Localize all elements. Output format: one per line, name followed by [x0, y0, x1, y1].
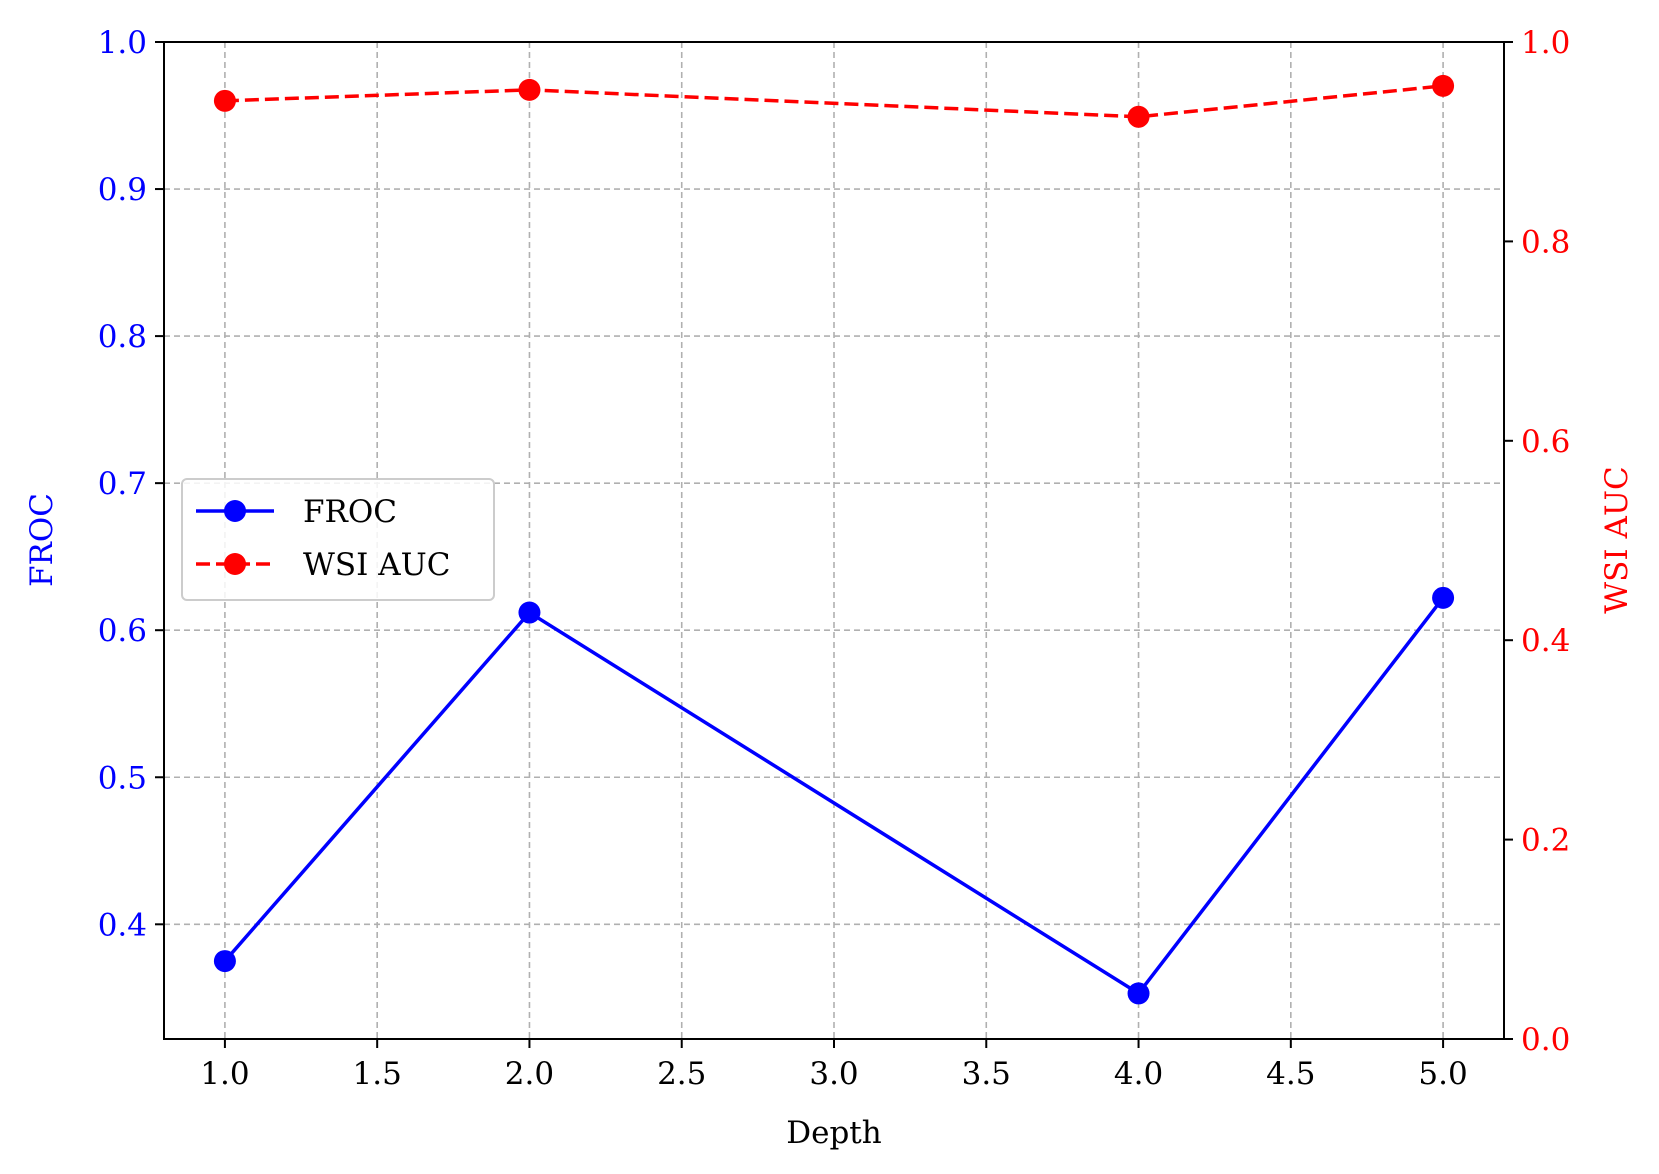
- data-point-froc: [518, 601, 541, 624]
- y-right-tick-label: 0.0: [1521, 1022, 1570, 1058]
- y-right-tick-label: 1.0: [1521, 25, 1570, 61]
- series-line-wsi-auc: [224, 84, 1444, 119]
- y-left-tick-label: 0.6: [98, 613, 147, 649]
- y-left-tick-label: 0.4: [98, 907, 147, 943]
- y-right-tick-label: 0.8: [1521, 224, 1570, 260]
- legend-froc-marker: [224, 500, 246, 522]
- x-tick-label: 1.5: [353, 1056, 402, 1092]
- y-left-tick-label: 0.7: [98, 466, 147, 502]
- x-axis-label: Depth: [786, 1115, 882, 1151]
- x-tick-label: 4.5: [1266, 1056, 1315, 1092]
- legend-wsi-auc-marker: [224, 553, 246, 575]
- x-tick-label: 3.5: [962, 1056, 1011, 1092]
- y-axis-left-label: FROC: [24, 493, 60, 587]
- data-point-wsi-auc: [1127, 105, 1150, 128]
- y-right-tick-label: 0.6: [1521, 424, 1570, 460]
- series-line-froc: [223, 596, 1445, 996]
- y-right-tick-label: 0.4: [1521, 623, 1570, 659]
- data-point-wsi-auc: [213, 89, 236, 112]
- y-axis-right-label: WSI AUC: [1599, 466, 1635, 613]
- series-layer: [213, 74, 1455, 1005]
- x-axis: 1.0 1.5 2.0 2.5 3.0 3.5 4.0 4.5 5.0: [200, 1039, 1468, 1092]
- data-point-froc: [213, 950, 236, 973]
- x-tick-label: 4.0: [1114, 1056, 1163, 1092]
- y-axis-left: 0.4 0.5 0.6 0.7 0.8 0.9 1.0: [98, 25, 164, 943]
- y-axis-right: 0.0 0.2 0.4 0.6 0.8 1.0: [1504, 25, 1570, 1058]
- x-tick-label: 5.0: [1418, 1056, 1467, 1092]
- x-tick-label: 2.5: [657, 1056, 706, 1092]
- x-tick-label: 1.0: [200, 1056, 249, 1092]
- y-left-tick-label: 0.9: [98, 172, 147, 208]
- legend-wsi-auc-label: WSI AUC: [303, 547, 450, 583]
- legend: FROC WSI AUC: [181, 478, 495, 601]
- x-tick-label: 3.0: [809, 1056, 858, 1092]
- legend-froc-label: FROC: [303, 494, 397, 530]
- data-point-wsi-auc: [518, 78, 541, 101]
- y-right-tick-label: 0.2: [1521, 823, 1570, 859]
- x-tick-label: 2.0: [505, 1056, 554, 1092]
- data-point-froc: [1432, 586, 1455, 609]
- data-point-froc: [1127, 982, 1150, 1005]
- y-left-tick-label: 1.0: [98, 25, 147, 61]
- data-point-wsi-auc: [1432, 74, 1455, 97]
- y-left-tick-label: 0.8: [98, 319, 147, 355]
- y-left-tick-label: 0.5: [98, 760, 147, 796]
